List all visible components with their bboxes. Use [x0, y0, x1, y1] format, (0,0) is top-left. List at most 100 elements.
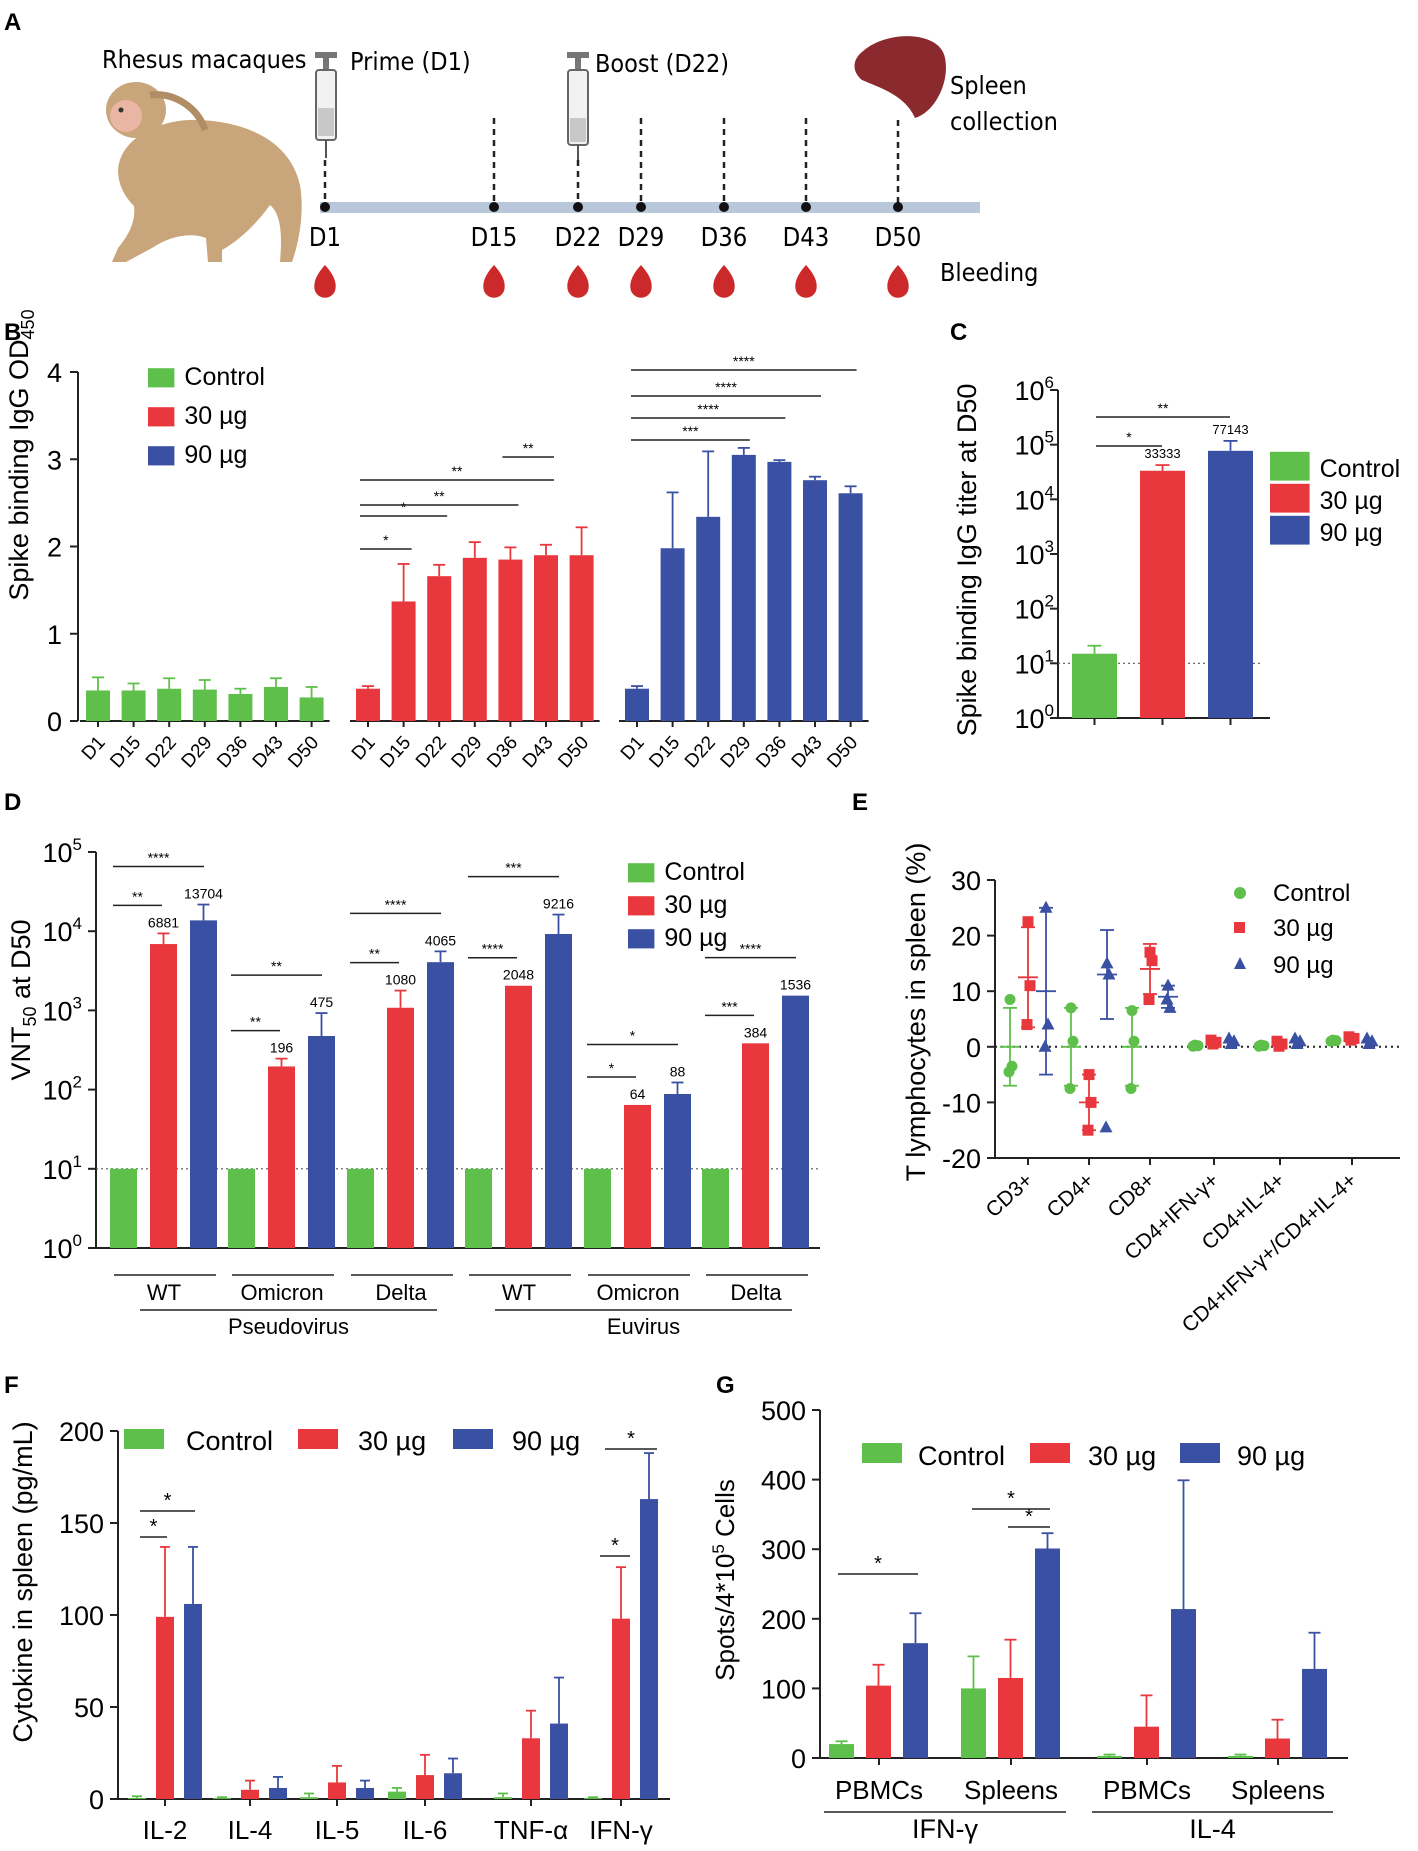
b-bar — [228, 693, 253, 721]
b-xtick-label: D43 — [788, 732, 827, 772]
g-sig-0-label: * — [874, 1553, 882, 1575]
b-xtick-label: D36 — [483, 732, 522, 772]
c-legend-label-1: 30 µg — [1320, 487, 1383, 515]
d-bar — [584, 1168, 611, 1248]
e-point — [1022, 916, 1034, 928]
e-xtick-label: CD3+ — [982, 1169, 1038, 1222]
b-bar — [462, 557, 487, 721]
blood-drop-icon — [567, 265, 589, 298]
b-xtick-label: D15 — [645, 732, 684, 772]
b-sig-30-label: ** — [434, 488, 445, 504]
g-bar — [1302, 1668, 1327, 1758]
e-point — [1255, 1039, 1267, 1051]
e-legend-marker-0 — [1234, 887, 1246, 899]
b-ytick-label: 3 — [47, 445, 62, 475]
f-ytick-label: 150 — [59, 1509, 104, 1539]
d-bar — [268, 1066, 295, 1248]
panel-d-plot: 100101102103104105688113704WT******19647… — [42, 835, 820, 1339]
g-xtick-label: PBMCs — [1103, 1775, 1191, 1805]
f-sig-ifn-b-label: * — [627, 1428, 635, 1450]
timeline-dot-2 — [573, 202, 583, 212]
b-xtick-label: D29 — [178, 732, 217, 772]
d-data-label: 9216 — [543, 896, 574, 912]
e-point — [1004, 994, 1016, 1006]
panel-c-plot: 1001011021031041051063333377143***Contro… — [1014, 373, 1400, 734]
g-bar — [961, 1688, 986, 1758]
b-legend-label-0: Control — [184, 363, 265, 391]
g-bar — [1097, 1755, 1122, 1758]
b-bar — [391, 601, 416, 721]
b-ytick-label: 1 — [47, 620, 62, 650]
g-legend-label-2: 90 µg — [1237, 1441, 1305, 1471]
d-sig-b-label: **** — [148, 850, 170, 866]
g-xtick-label: Spleens — [1231, 1775, 1325, 1805]
panel-g: G Spots/4*105 Cells 0 100 200 300 400 500 PBMC… — [709, 1372, 1348, 1844]
d-legend-label-0: Control — [664, 858, 745, 886]
f-xtick-label: IFN-γ — [589, 1815, 653, 1845]
f-sig-il2-b-label: * — [164, 1490, 172, 1512]
e-point — [1345, 1034, 1357, 1046]
f-xtick-label: TNF-α — [494, 1815, 568, 1845]
c-ytick-label: 106 — [1014, 373, 1054, 406]
d-data-label: 13704 — [184, 886, 223, 902]
d-sig-a-label: **** — [482, 941, 504, 957]
b-ytick-label: 4 — [47, 358, 62, 388]
f-ytick-label: 50 — [74, 1693, 104, 1723]
f-ytick-label: 200 — [59, 1417, 104, 1447]
c-bar — [1208, 450, 1253, 718]
c-legend-swatch-2 — [1270, 515, 1310, 545]
d-bar — [782, 995, 809, 1248]
timeline-dot-6 — [893, 202, 903, 212]
b-xtick-label: D36 — [213, 732, 252, 772]
d-bar — [347, 1168, 374, 1248]
e-legend-marker-1 — [1234, 922, 1245, 933]
b-xtick-label: D1 — [78, 732, 110, 764]
boost-syringe-icon — [567, 52, 589, 160]
b-legend-label-2: 90 µg — [184, 441, 247, 469]
blood-drop-icon — [314, 265, 336, 298]
g-ytick-label: 200 — [761, 1605, 806, 1635]
d-data-label: 2048 — [503, 967, 534, 983]
g-legend-label-0: Control — [918, 1441, 1005, 1471]
c-ytick-label: 103 — [1014, 537, 1054, 570]
panel-d-ylabel: VNT50 at D50 — [6, 919, 40, 1080]
d-xtick-label: Delta — [730, 1280, 782, 1305]
d-data-label: 196 — [270, 1040, 294, 1056]
b-bar — [427, 576, 452, 721]
c-sig-0-label: * — [1126, 429, 1132, 445]
d-sig-b-label: **** — [385, 896, 407, 912]
g-legend-swatch-2 — [1180, 1443, 1220, 1463]
b-bar — [696, 516, 721, 721]
timeline-marks: D1 D15 D22 D29 D36 D43 D50 — [309, 118, 921, 298]
e-point — [1021, 1019, 1033, 1031]
e-legend-label-1: 30 µg — [1273, 915, 1334, 942]
panel-a-letter: A — [4, 9, 21, 36]
f-bar — [388, 1791, 406, 1799]
g-bar — [1035, 1548, 1060, 1758]
blood-drop-icon — [713, 265, 735, 298]
g-legend-label-1: 30 µg — [1088, 1441, 1156, 1471]
e-point — [1083, 1069, 1095, 1081]
e-legend-label-0: Control — [1273, 880, 1350, 907]
blood-drop-icon — [630, 265, 652, 298]
d-sig-b-label: *** — [505, 860, 522, 876]
e-ytick-label: -10 — [942, 1088, 981, 1118]
e-point — [1273, 1040, 1285, 1052]
b-bar — [569, 555, 594, 721]
b-bar — [767, 461, 792, 721]
c-ytick-label: 102 — [1014, 592, 1054, 625]
b-xtick-label: D29 — [717, 732, 756, 772]
e-point — [1224, 1037, 1238, 1050]
timeline-bar — [320, 202, 980, 213]
c-legend-swatch-0 — [1270, 451, 1310, 481]
d-xtick-label: Omicron — [240, 1280, 323, 1305]
b-bar — [803, 480, 827, 721]
panel-c-ylabel: Spike binding IgG titer at D50 — [952, 384, 982, 737]
timeline-day-label-2: D22 — [555, 222, 602, 253]
species-label: Rhesus macaques — [102, 45, 306, 74]
d-group-label: Pseudovirus — [228, 1314, 349, 1339]
f-bar — [640, 1499, 658, 1799]
timeline-day-label-6: D50 — [875, 222, 922, 253]
d-ytick-label: 103 — [42, 993, 82, 1026]
e-point — [1290, 1037, 1304, 1050]
